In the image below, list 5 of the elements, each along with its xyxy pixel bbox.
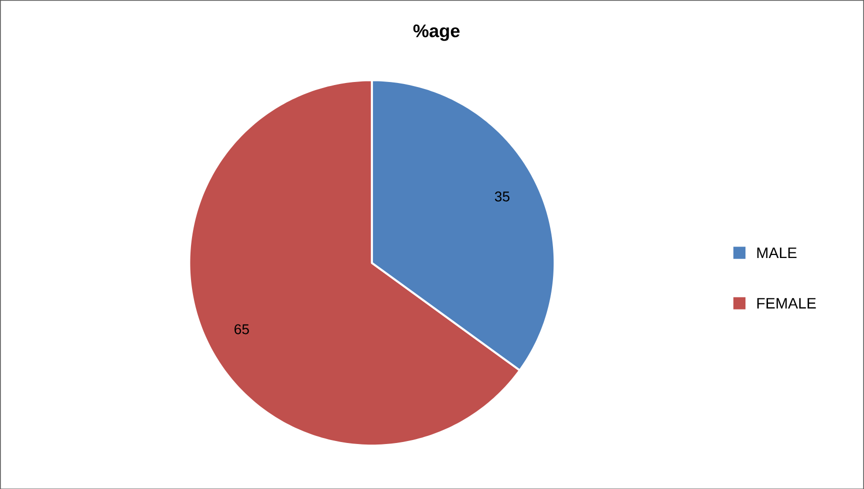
chart-title: %age <box>413 24 460 41</box>
data-label: 35 <box>494 191 510 202</box>
legend-label: FEMALE <box>757 298 816 308</box>
data-label: 65 <box>234 324 249 334</box>
legend-label: MALE <box>757 247 797 258</box>
